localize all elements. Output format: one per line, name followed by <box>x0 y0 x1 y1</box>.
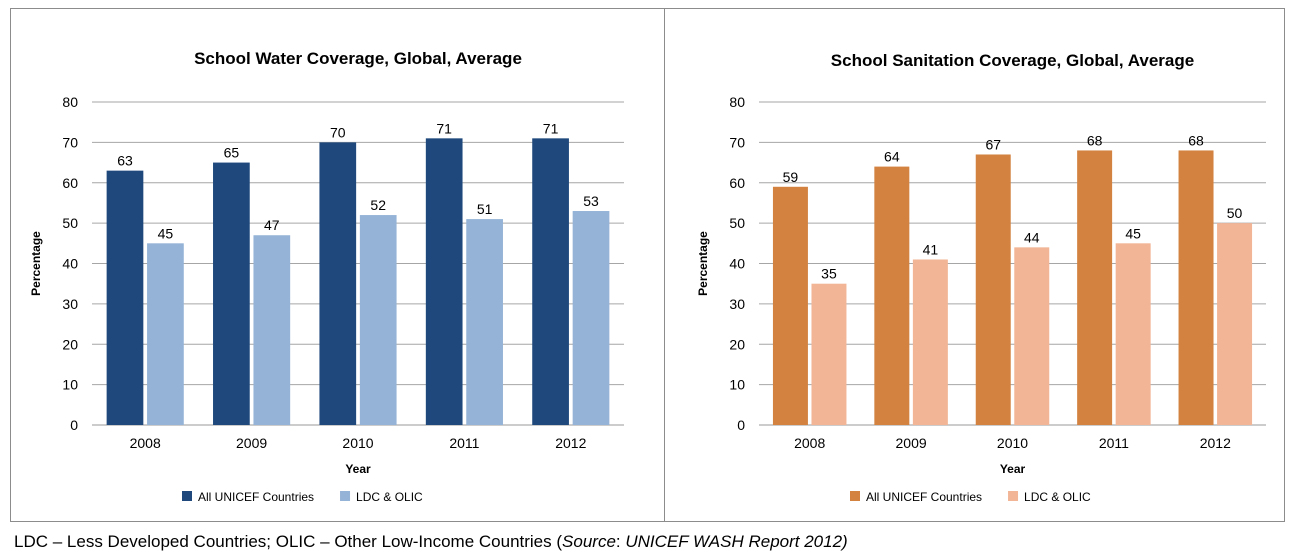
sanitation-coverage-chart: School Sanitation Coverage, Global, Aver… <box>696 51 1266 504</box>
y-tick-label: 30 <box>729 296 745 312</box>
bar-ldc-olic <box>1115 243 1151 425</box>
bar-all-unicef <box>532 138 569 425</box>
bar-ldc-olic <box>359 215 397 425</box>
data-label: 65 <box>224 145 240 161</box>
x-tick-label: 2009 <box>896 435 927 451</box>
y-tick-label: 10 <box>729 377 745 393</box>
legend-label-all-unicef: All UNICEF Countries <box>198 490 314 504</box>
y-tick-label: 40 <box>729 256 745 272</box>
data-label: 45 <box>1125 225 1141 241</box>
bar-ldc-olic <box>572 211 610 425</box>
data-label: 71 <box>436 120 452 136</box>
bar-all-unicef <box>874 166 910 425</box>
y-tick-label: 60 <box>729 175 745 191</box>
y-tick-label: 20 <box>62 336 78 352</box>
legend-swatch-ldc-olic <box>1008 491 1019 501</box>
x-axis-title: Year <box>1000 462 1026 476</box>
water-coverage-chart: School Water Coverage, Global, Average 0 1… <box>29 49 624 504</box>
bar-all-unicef <box>1077 150 1113 425</box>
bar-all-unicef <box>1178 150 1214 425</box>
y-axis-title: Percentage <box>696 231 710 296</box>
data-label: 41 <box>923 241 939 257</box>
data-label: 59 <box>783 169 799 185</box>
x-tick-label: 2010 <box>997 435 1028 451</box>
x-tick-label: 2011 <box>1099 435 1129 451</box>
bar-all-unicef <box>319 142 357 425</box>
footnote-source-sep: : <box>615 532 626 551</box>
y-tick-label: 80 <box>729 94 745 110</box>
footnote-source-value: UNICEF WASH Report 2012) <box>625 532 848 551</box>
bar-all-unicef <box>425 138 463 425</box>
data-label: 67 <box>985 136 1001 152</box>
y-tick-label: 30 <box>62 296 78 312</box>
data-label: 63 <box>117 153 133 169</box>
y-tick-label: 70 <box>62 134 78 150</box>
y-tick-label: 50 <box>62 215 78 231</box>
y-tick-label: 70 <box>729 134 745 150</box>
bar-ldc-olic <box>1217 223 1253 425</box>
bar-all-unicef <box>106 170 144 425</box>
x-tick-label: 2008 <box>794 435 825 451</box>
data-label: 50 <box>1227 205 1243 221</box>
sanitation-chart-panel: School Sanitation Coverage, Global, Aver… <box>666 12 1284 520</box>
data-label: 71 <box>543 120 559 136</box>
y-tick-label: 0 <box>70 417 78 433</box>
data-label: 70 <box>330 124 346 140</box>
bar-ldc-olic <box>811 283 847 425</box>
x-tick-label: 2008 <box>130 435 161 451</box>
bar-ldc-olic <box>912 259 948 425</box>
y-tick-label: 80 <box>62 94 78 110</box>
data-label: 47 <box>264 217 280 233</box>
bar-all-unicef <box>213 162 250 425</box>
y-tick-label: 40 <box>62 256 78 272</box>
y-tick-label: 10 <box>62 377 78 393</box>
data-label: 52 <box>370 197 386 213</box>
water-chart-panel: School Water Coverage, Global, Average 0 1… <box>12 12 662 520</box>
y-tick-label: 20 <box>729 336 745 352</box>
bar-all-unicef <box>772 186 808 425</box>
x-tick-label: 2012 <box>1200 435 1231 451</box>
chart-title: School Water Coverage, Global, Average <box>194 49 522 68</box>
legend-label-all-unicef: All UNICEF Countries <box>866 490 982 504</box>
legend-swatch-all-unicef <box>182 491 192 501</box>
data-label: 44 <box>1024 229 1040 245</box>
data-label: 64 <box>884 149 900 165</box>
data-label: 35 <box>821 266 837 282</box>
x-axis-title: Year <box>345 462 371 476</box>
legend-swatch-ldc-olic <box>340 491 351 501</box>
data-label: 68 <box>1188 132 1204 148</box>
data-label: 51 <box>477 201 493 217</box>
footnote: LDC – Less Developed Countries; OLIC – O… <box>14 532 848 552</box>
legend-label-ldc-olic: LDC & OLIC <box>1024 490 1091 504</box>
bar-ldc-olic <box>253 235 291 425</box>
x-tick-label: 2009 <box>236 435 267 451</box>
chart-title: School Sanitation Coverage, Global, Aver… <box>831 51 1194 70</box>
x-tick-label: 2010 <box>342 435 373 451</box>
x-tick-label: 2011 <box>449 435 479 451</box>
bar-ldc-olic <box>147 243 184 425</box>
y-tick-label: 60 <box>62 175 78 191</box>
bar-ldc-olic <box>466 219 503 425</box>
y-axis-title: Percentage <box>29 231 43 296</box>
footnote-source-label: Source <box>562 532 616 551</box>
data-label: 68 <box>1087 132 1103 148</box>
legend-swatch-all-unicef <box>850 491 860 501</box>
figure-frame <box>10 8 1285 522</box>
panel-divider <box>664 8 665 522</box>
x-tick-label: 2012 <box>555 435 586 451</box>
bar-ldc-olic <box>1014 247 1050 425</box>
footnote-text: LDC – Less Developed Countries; OLIC – O… <box>14 532 563 551</box>
y-tick-label: 0 <box>737 417 745 433</box>
y-tick-label: 50 <box>729 215 745 231</box>
data-label: 45 <box>158 225 174 241</box>
legend-label-ldc-olic: LDC & OLIC <box>356 490 423 504</box>
bar-all-unicef <box>975 154 1011 426</box>
data-label: 53 <box>583 193 599 209</box>
